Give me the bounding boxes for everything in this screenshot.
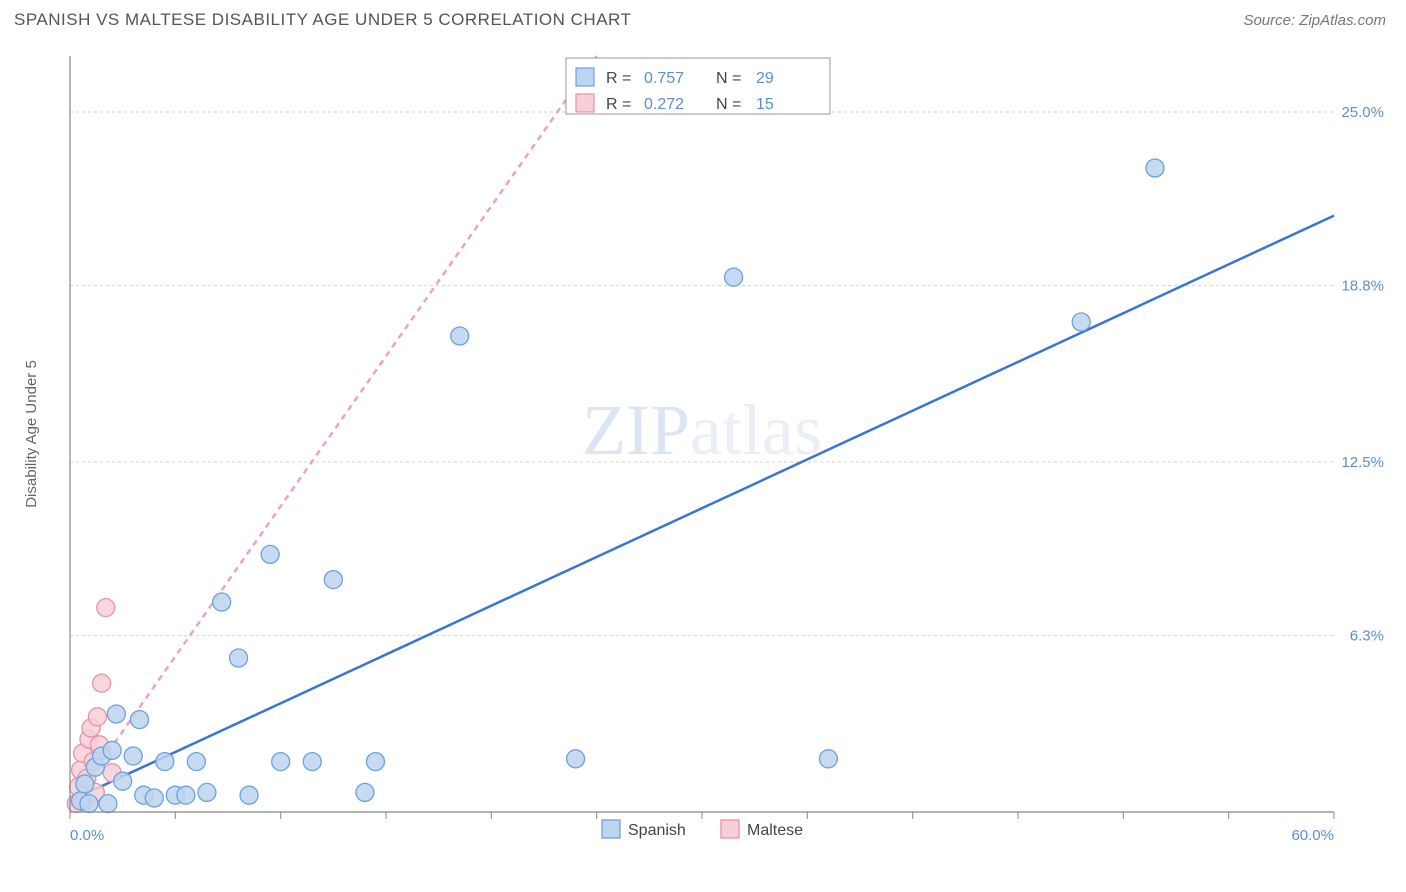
svg-text:ZIPatlas: ZIPatlas xyxy=(582,390,822,470)
svg-text:6.3%: 6.3% xyxy=(1350,628,1384,645)
svg-text:N =: N = xyxy=(716,96,741,113)
svg-text:N =: N = xyxy=(716,70,741,87)
svg-text:18.8%: 18.8% xyxy=(1341,278,1384,295)
svg-text:15: 15 xyxy=(756,96,774,113)
svg-text:0.757: 0.757 xyxy=(644,70,684,87)
svg-text:12.5%: 12.5% xyxy=(1341,454,1384,471)
chart-header: SPANISH VS MALTESE DISABILITY AGE UNDER … xyxy=(0,0,1406,36)
scatter-chart: ZIPatlas 0.0% 60.0% 6.3% 12.5% 18.8% 25.0% Disa… xyxy=(14,42,1392,878)
chart-title: SPANISH VS MALTESE DISABILITY AGE UNDER … xyxy=(14,10,631,30)
svg-text:R =: R = xyxy=(606,96,631,113)
svg-text:0.272: 0.272 xyxy=(644,96,684,113)
svg-text:0.0%: 0.0% xyxy=(70,827,104,844)
svg-text:60.0%: 60.0% xyxy=(1291,827,1334,844)
svg-text:25.0%: 25.0% xyxy=(1341,104,1384,121)
svg-text:Maltese: Maltese xyxy=(747,822,803,839)
svg-text:Spanish: Spanish xyxy=(628,822,686,839)
svg-text:Disability Age Under 5: Disability Age Under 5 xyxy=(23,360,40,508)
chart-area: ZIPatlas 0.0% 60.0% 6.3% 12.5% 18.8% 25.0% Disa… xyxy=(14,42,1392,878)
chart-source: Source: ZipAtlas.com xyxy=(1243,12,1386,29)
svg-text:29: 29 xyxy=(756,70,774,87)
svg-text:R =: R = xyxy=(606,70,631,87)
